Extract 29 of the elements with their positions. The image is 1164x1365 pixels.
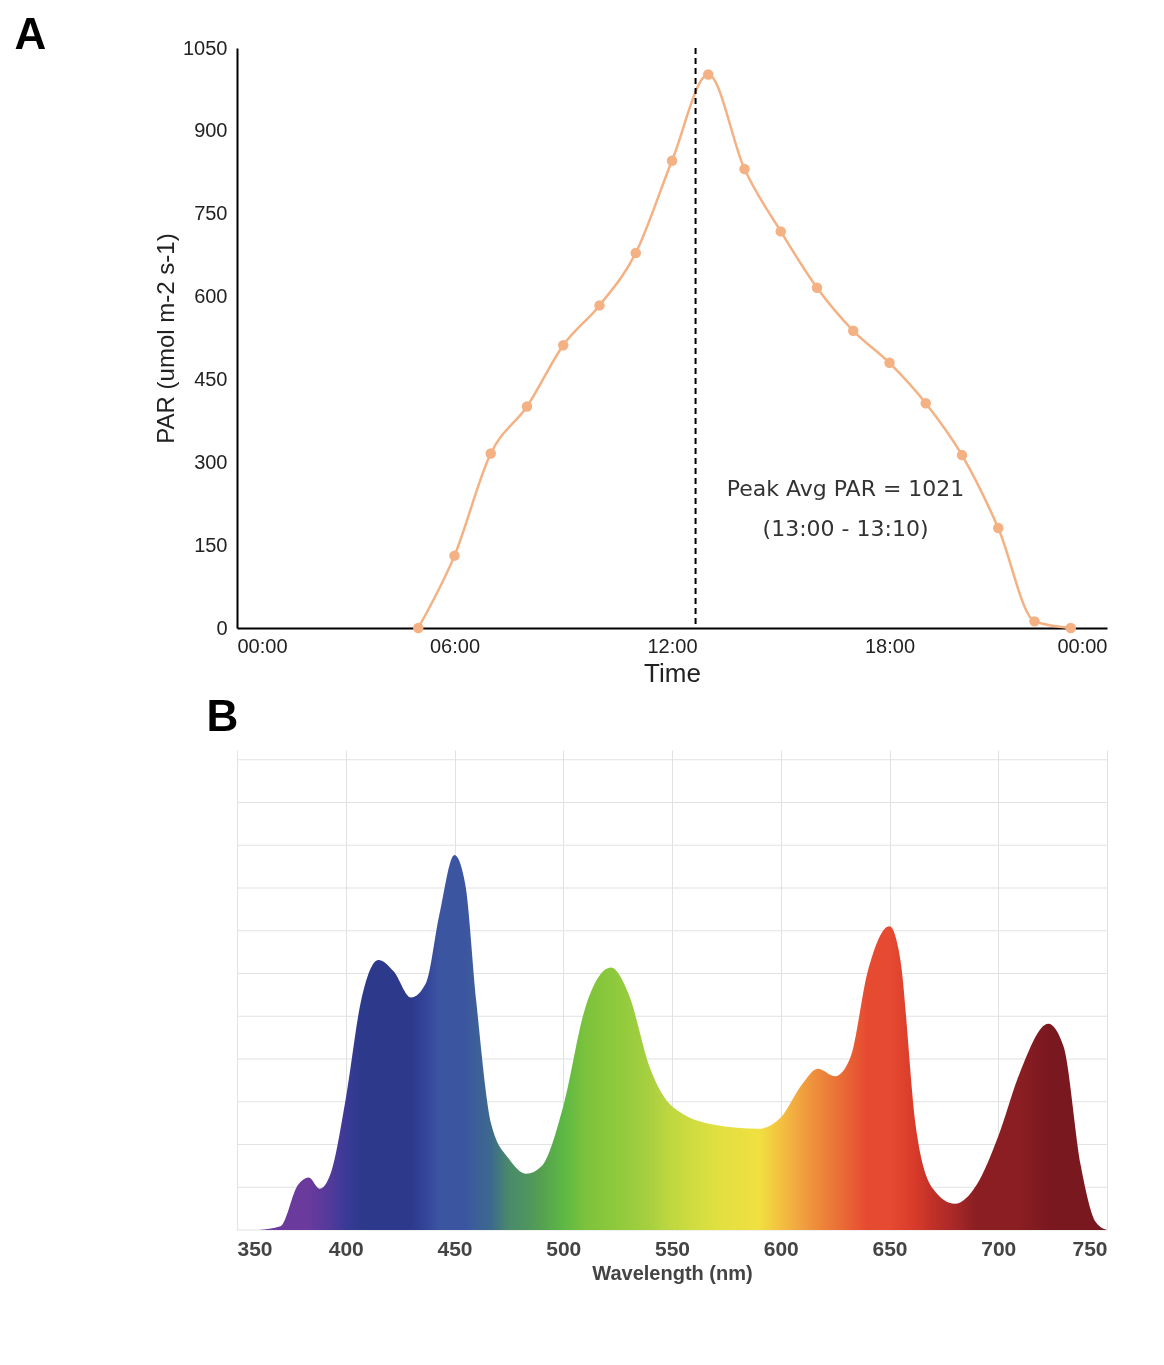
annotation: Peak Avg PAR = 1021 bbox=[726, 475, 965, 501]
y-tick-label: 750 bbox=[194, 202, 228, 225]
annotation: (13:00 - 13:10) bbox=[762, 515, 929, 541]
x-tick-label: 450 bbox=[437, 1236, 473, 1260]
y-tick-label: 900 bbox=[194, 119, 228, 142]
x-tick-label: 750 bbox=[1072, 1236, 1108, 1260]
chart-title: A bbox=[14, 9, 47, 58]
y-tick-label: 300 bbox=[194, 450, 228, 473]
y-axis-title: PAR (umol m-2 s-1) bbox=[152, 233, 180, 444]
x-tick-label: 18:00 bbox=[864, 634, 916, 657]
y-tick-label: 450 bbox=[194, 367, 228, 390]
x-tick-label: 00:00 bbox=[237, 634, 288, 657]
x-tick-label: 350 bbox=[237, 1236, 273, 1260]
x-tick-label: 650 bbox=[872, 1236, 908, 1260]
x-tick-label: 00:00 bbox=[1057, 634, 1108, 657]
chart-title: B bbox=[206, 691, 239, 740]
x-tick-label: 600 bbox=[763, 1236, 799, 1260]
x-tick-label: 550 bbox=[654, 1236, 691, 1260]
x-tick-label: 12:00 bbox=[647, 634, 698, 657]
x-axis-title: Time bbox=[644, 657, 701, 688]
y-tick-label: 0 bbox=[216, 616, 228, 639]
y-tick-label: 600 bbox=[194, 285, 228, 308]
x-tick-label: 700 bbox=[981, 1236, 1017, 1260]
x-tick-label: 400 bbox=[328, 1236, 364, 1260]
x-axis-title: Wavelength (nm) bbox=[592, 1261, 753, 1284]
x-tick-label: 500 bbox=[546, 1236, 582, 1260]
y-tick-label: 1050 bbox=[183, 36, 228, 59]
x-tick-label: 06:00 bbox=[429, 634, 481, 657]
y-tick-label: 150 bbox=[194, 533, 228, 556]
